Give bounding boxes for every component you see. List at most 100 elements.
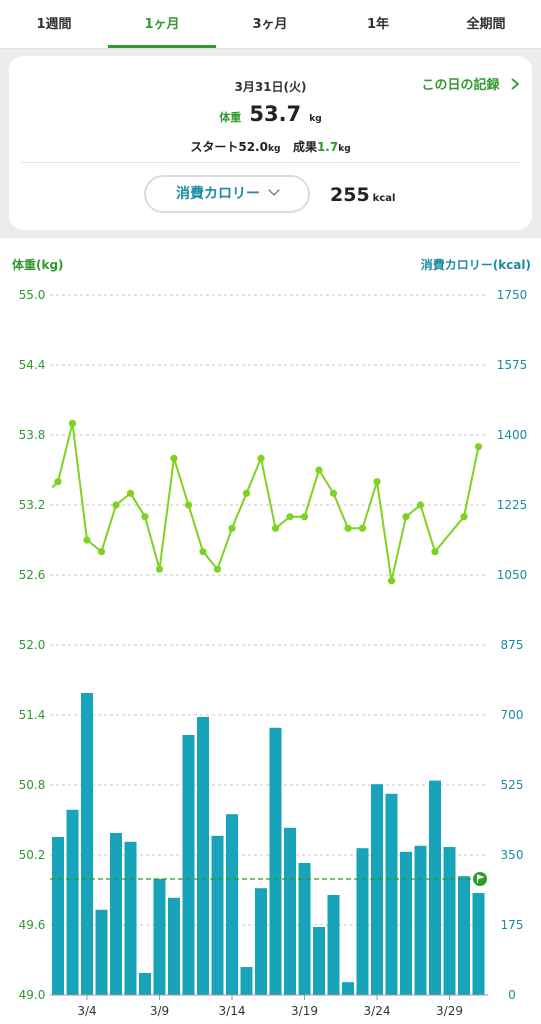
weight-point — [112, 501, 120, 509]
calorie-bar — [443, 847, 456, 995]
calorie-bar — [400, 851, 412, 995]
summary-card: 3月31日(火) この日の記録 体重 53.7 kg スタート52.0kg 成果… — [9, 56, 532, 230]
result-value: 1.7 — [316, 140, 339, 154]
x-tick-label: 3/19 — [291, 1004, 318, 1018]
calorie-tick-label: 1225 — [497, 498, 528, 512]
weight-point — [271, 524, 280, 532]
weight-point — [402, 513, 410, 521]
period-tabs: 1週間 1ヶ月 3ヶ月 1年 全期間 — [0, 0, 541, 49]
weight-point — [155, 565, 164, 573]
calorie-bar — [95, 909, 108, 995]
calorie-bar — [342, 982, 354, 995]
day-record-label: この日の記録 — [421, 78, 500, 93]
weight-unit: kg — [309, 114, 322, 124]
weight-label: 体重 — [219, 111, 242, 124]
weight-point — [199, 548, 207, 556]
weight-point — [170, 454, 178, 462]
calorie-bar — [298, 863, 311, 995]
calorie-bar — [356, 848, 369, 995]
calorie-tick-label: 1575 — [497, 358, 528, 372]
weight-tick-label: 52.0 — [19, 638, 46, 652]
divider — [21, 162, 520, 163]
weight-point — [184, 501, 193, 509]
calorie-tick-label: 1050 — [497, 568, 528, 582]
weight-tick-label: 49.6 — [19, 918, 46, 932]
goal-flag-icon — [473, 872, 487, 886]
weight-axis-label: 体重(kg) — [12, 258, 64, 272]
result-unit: kg — [338, 144, 351, 154]
progress-summary: スタート52.0kg 成果1.7kg — [9, 138, 532, 155]
weight-tick-label: 52.6 — [19, 568, 46, 582]
calorie-bar — [110, 833, 122, 995]
weight-tick-label: 53.8 — [19, 428, 46, 442]
x-tick-label: 3/9 — [150, 1004, 169, 1018]
calorie-bar — [371, 784, 383, 995]
calorie-bar — [153, 879, 166, 995]
tab-3-months[interactable]: 3ヶ月 — [252, 17, 288, 32]
weight-point — [68, 419, 77, 427]
calorie-tick-label: 525 — [501, 778, 524, 792]
weight-tick-label: 54.4 — [19, 358, 46, 372]
calorie-bar — [197, 717, 209, 995]
x-tick-label: 3/14 — [219, 1004, 246, 1018]
weight-line — [51, 423, 480, 582]
calorie-bar — [284, 827, 296, 995]
calorie-bar — [139, 973, 151, 995]
weight-point — [97, 548, 106, 556]
weight-point — [141, 513, 149, 521]
weight-tick-label: 49.0 — [19, 988, 46, 1002]
calorie-bar — [313, 927, 325, 995]
weight-point — [257, 454, 265, 462]
calorie-tick-label: 350 — [501, 848, 524, 862]
result-label: 成果 — [292, 140, 317, 154]
chevron-down-icon — [268, 184, 280, 196]
weight-point — [358, 524, 367, 532]
weight-point — [300, 513, 309, 521]
weight-point — [54, 478, 62, 486]
weight-point — [373, 478, 381, 486]
calorie-tick-label: 1400 — [497, 428, 528, 442]
calorie-bar — [472, 893, 485, 995]
weight-point — [213, 565, 222, 573]
weight-point — [474, 443, 483, 451]
calorie-tick-label: 175 — [501, 918, 524, 932]
tab-1-week[interactable]: 1週間 — [36, 17, 72, 32]
weight-tick-label: 50.8 — [19, 778, 46, 792]
weight-point — [387, 577, 396, 585]
calorie-bar — [226, 814, 238, 995]
chevron-right-icon — [511, 78, 520, 90]
calorie-bar — [211, 835, 224, 995]
calorie-bar — [182, 735, 195, 995]
start-label: スタート — [190, 140, 239, 154]
chart-area: 体重(kg) 消費カロリー(kcal) 55.0 1750 54.4 1575 53.8… — [0, 238, 541, 1024]
weight-point — [431, 548, 439, 556]
flag-shape — [477, 874, 485, 883]
calorie-bar — [458, 876, 470, 995]
calorie-bar — [255, 888, 267, 995]
x-tick-label: 3/4 — [77, 1004, 96, 1018]
calorie-tick-label: 700 — [501, 708, 524, 722]
weight-value: 53.7 — [249, 102, 302, 126]
calorie-bar — [269, 727, 282, 995]
calorie-bar — [66, 809, 79, 995]
calorie-bar — [168, 897, 180, 995]
start-value: 52.0 — [238, 140, 268, 154]
calorie-bar — [327, 895, 340, 995]
metric-dropdown-label: 消費カロリー — [176, 186, 260, 202]
calorie-tick-label: 0 — [508, 988, 516, 1002]
tab-all-time[interactable]: 全期間 — [466, 17, 506, 32]
calorie-tick-label: 875 — [501, 638, 524, 652]
weight-tick-label: 51.4 — [19, 708, 46, 722]
weight-point — [460, 513, 468, 521]
calorie-bar — [385, 793, 398, 995]
tab-1-month[interactable]: 1ヶ月 — [108, 0, 216, 48]
day-record-link[interactable]: この日の記録 — [421, 74, 520, 93]
calorie-bar — [240, 967, 253, 995]
start-unit: kg — [267, 144, 281, 154]
weight-tick-label: 55.0 — [19, 288, 46, 302]
weight-point — [344, 524, 352, 532]
weight-summary: 体重 53.7 kg — [9, 102, 532, 126]
tab-1-year[interactable]: 1年 — [366, 17, 390, 32]
metric-dropdown[interactable]: 消費カロリー — [144, 175, 310, 213]
